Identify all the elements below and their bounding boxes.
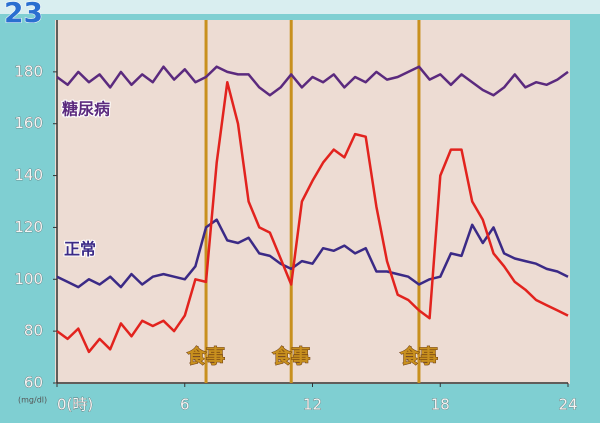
- series-line: [56, 218, 569, 289]
- series-label: 正常: [64, 240, 96, 259]
- y-tick-label: 100: [14, 270, 43, 288]
- plot-area: [55, 20, 570, 384]
- top-band: [0, 0, 600, 14]
- meal-label: 食事: [272, 345, 310, 368]
- y-tick-label: 140: [14, 166, 43, 184]
- x-tick-label: 18: [431, 396, 450, 414]
- y-tick-label: 160: [14, 114, 43, 132]
- x-tick-label: 24: [558, 396, 577, 414]
- y-tick-label: 80: [24, 322, 43, 340]
- x-tick-label: 0(時): [57, 396, 93, 414]
- y-tick-label: 60: [24, 374, 43, 392]
- y-unit: (mg/dl): [18, 396, 47, 405]
- series-line: [56, 80, 569, 354]
- y-tick-label: 180: [14, 62, 43, 80]
- y-tick-label: 120: [14, 218, 43, 236]
- series-line: [56, 65, 569, 97]
- badge: 23: [4, 0, 43, 29]
- x-tick-label: 6: [180, 396, 190, 414]
- meal-label: 食事: [187, 345, 225, 368]
- meal-label: 食事: [400, 345, 438, 368]
- series-label: 糖尿病: [62, 100, 110, 119]
- x-tick-label: 12: [303, 396, 322, 414]
